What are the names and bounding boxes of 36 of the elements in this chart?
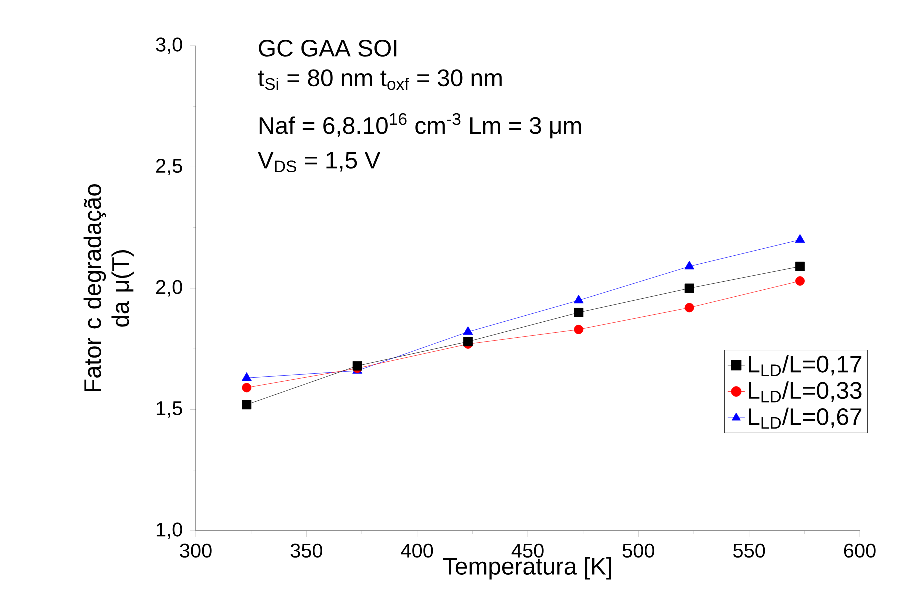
y-tick-label: 2,5 [156,159,182,176]
y-tick-label: 2,0 [156,280,182,297]
point [796,262,805,272]
point [574,308,584,318]
point [795,234,806,243]
y-tick-label: 1,5 [156,402,182,418]
y-axis-title: Fator c degradação da μ(T) [84,184,134,392]
point [684,284,694,294]
x-tick-label: 300 [180,544,212,558]
legend-label: L$_{LD}$/L=0,17 [749,355,862,376]
point [684,303,694,313]
x-tick-label: 350 [290,544,323,558]
point [242,372,252,382]
point [463,326,474,336]
y-tick-label: 3,0 [156,38,182,54]
point [242,400,252,410]
legend-label: L$_{LD}$/L=0,33 [749,382,862,403]
annotation: t$_{Si}$ = 80 nm t$_{oxf}$ = 30 nm [258,70,502,90]
x-tick-label: 450 [512,544,544,558]
x-tick-label: 600 [844,544,876,558]
x-axis-title: Temperatura [K] [443,557,612,580]
x-tick-label: 500 [622,544,655,558]
point [684,260,695,270]
point [352,361,362,371]
point [796,276,805,286]
y-tick-label: 1,0 [156,522,182,540]
x-tick-label: 550 [734,544,766,558]
point [242,383,252,393]
x-tick-label: 400 [401,544,434,558]
legend-label: L$_{LD}$/L=0,67 [749,408,862,429]
point [574,294,584,304]
point [574,325,584,334]
annotation: GC GAA SOI [259,40,397,57]
annotation: Naf = 6,8.10$^{16}$ cm$^{-3}$ Lm = 3 μm [260,113,582,139]
point [464,337,473,347]
annotation: V$_{DS}$ = 1,5 V [258,152,381,173]
